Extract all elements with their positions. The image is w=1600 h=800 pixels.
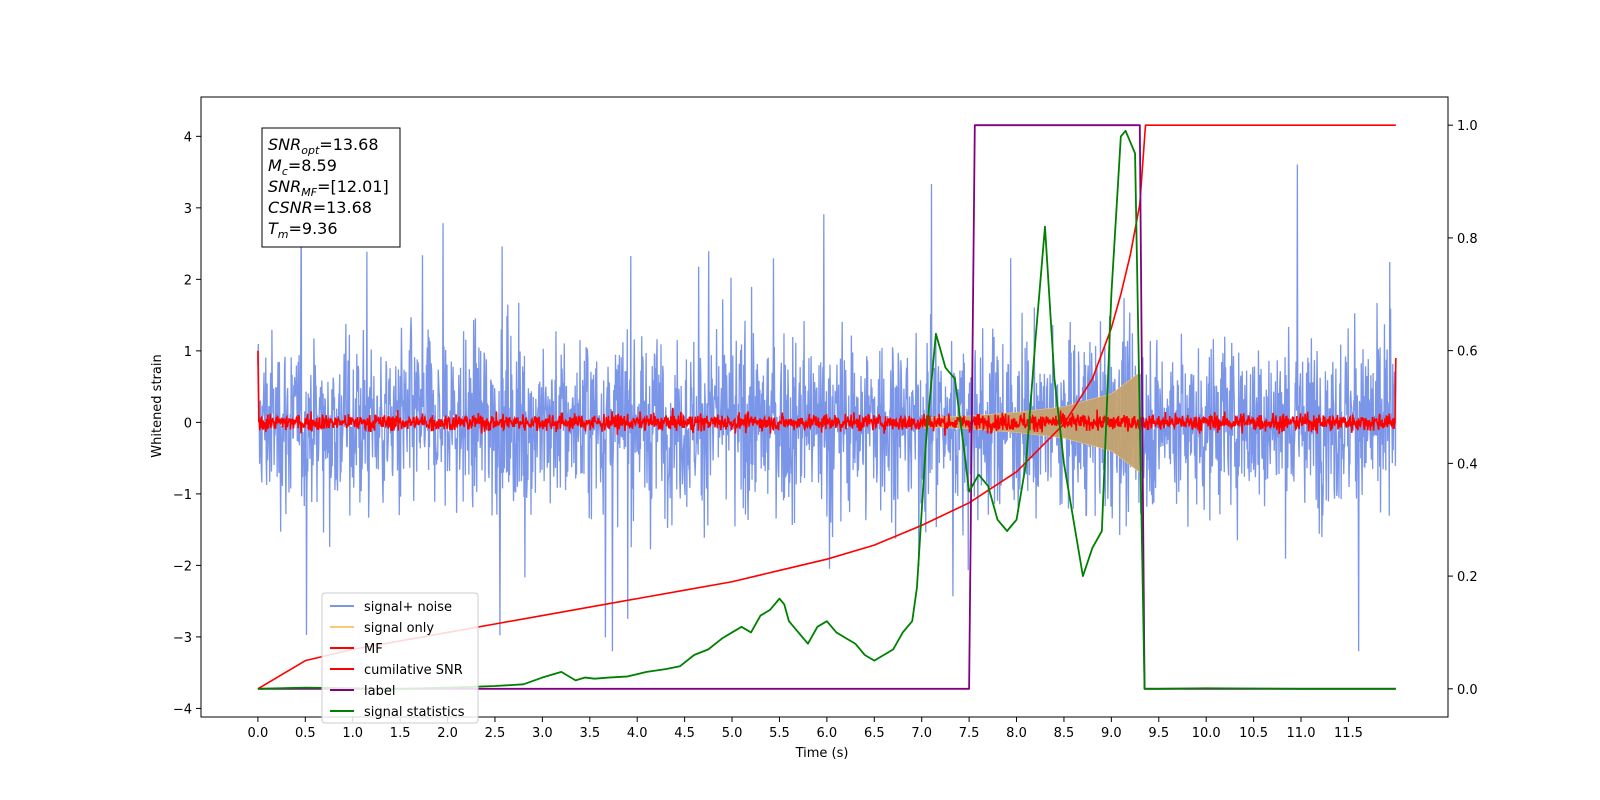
y-axis-right: 0.0 0.2 0.4 0.6 0.8 1.0 — [1448, 119, 1478, 698]
annotation-symbol: T — [268, 219, 279, 238]
annotation-value: =13.68 — [313, 198, 372, 217]
y-right-tick-label: 1.0 — [1457, 119, 1478, 134]
annotation-line: Tm=9.36 — [268, 219, 338, 241]
legend-label: label — [364, 684, 395, 699]
x-tick-label: 10.0 — [1192, 726, 1221, 741]
annotation-line: SNRopt=13.68 — [268, 135, 379, 157]
annotation-value: =13.68 — [319, 135, 378, 154]
x-tick-label: 6.0 — [817, 726, 838, 741]
plot-area — [257, 124, 1397, 690]
annotation-value: =9.36 — [289, 219, 338, 238]
annotation-symbol: M — [268, 156, 282, 175]
x-tick-label: 5.5 — [769, 726, 790, 741]
annotation-subscript: m — [278, 228, 289, 241]
y-right-tick-label: 0.8 — [1457, 232, 1478, 247]
x-tick-label: 9.5 — [1148, 726, 1169, 741]
legend: signal+ noise signal only MF cumilative SNR… — [321, 592, 479, 724]
y-left-tick-label: −3 — [173, 631, 192, 646]
x-tick-label: 7.5 — [959, 726, 980, 741]
x-tick-label: 10.5 — [1239, 726, 1268, 741]
x-tick-label: 11.0 — [1287, 726, 1316, 741]
annotation-symbol: SNR — [268, 177, 301, 196]
y-axis-label: Whitened strain — [150, 354, 165, 457]
annotation-symbol: CSNR — [268, 198, 313, 217]
y-right-tick-label: 0.6 — [1457, 345, 1478, 360]
series-signal-noise — [257, 164, 1397, 652]
y-left-tick-label: 3 — [184, 202, 192, 217]
legend-label: signal statistics — [364, 705, 465, 720]
x-tick-label: 8.5 — [1054, 726, 1075, 741]
y-right-tick-label: 0.2 — [1457, 570, 1478, 585]
annotation-subscript: MF — [301, 186, 317, 199]
annotation-symbol: SNR — [268, 135, 301, 154]
legend-label: signal+ noise — [364, 600, 452, 615]
x-tick-label: 8.0 — [1006, 726, 1027, 741]
y-axis-left: −4 −3 −2 −1 0 1 2 3 4 — [173, 130, 201, 717]
x-tick-label: 0.0 — [248, 726, 269, 741]
signal-statistics-line — [257, 129, 1396, 690]
x-axis-label: Time (s) — [795, 746, 849, 761]
annotation-subscript: c — [282, 165, 288, 178]
x-tick-label: 0.5 — [295, 726, 316, 741]
x-tick-label: 3.5 — [579, 726, 600, 741]
x-tick-label: 1.5 — [390, 726, 411, 741]
x-tick-label: 4.0 — [627, 726, 648, 741]
legend-label: signal only — [364, 621, 434, 636]
x-axis: 0.0 0.5 1.0 1.5 2.0 2.5 3.0 3.5 4.0 4.5 5.0 5.5 6.0 6… — [248, 717, 1363, 741]
x-tick-label: 6.5 — [864, 726, 885, 741]
y-left-tick-label: 2 — [184, 273, 192, 288]
x-tick-label: 4.5 — [674, 726, 695, 741]
series-signal-statistics — [257, 129, 1396, 690]
y-left-tick-label: −2 — [173, 559, 192, 574]
y-left-tick-label: −4 — [173, 702, 192, 717]
y-left-tick-label: 4 — [184, 130, 192, 145]
annotation-line: CSNR=13.68 — [268, 198, 372, 217]
annotation-value: =8.59 — [288, 156, 337, 175]
y-right-tick-label: 0.0 — [1457, 683, 1478, 698]
signal-noise-line — [257, 164, 1397, 652]
x-tick-label: 2.5 — [485, 726, 506, 741]
series-mf — [257, 350, 1397, 436]
annotation-subscript: opt — [301, 144, 320, 157]
x-tick-label: 7.0 — [911, 726, 932, 741]
x-tick-label: 5.0 — [722, 726, 743, 741]
annotation-line: Mc=8.59 — [268, 156, 337, 178]
legend-label: MF — [364, 642, 383, 657]
x-tick-label: 11.5 — [1334, 726, 1363, 741]
y-right-tick-label: 0.4 — [1457, 457, 1478, 472]
y-left-tick-label: 0 — [184, 416, 192, 431]
annotation-value: =[12.01] — [317, 177, 389, 196]
plot-frame — [200, 96, 1449, 718]
x-tick-label: 2.0 — [437, 726, 458, 741]
mf-line — [257, 350, 1397, 436]
metrics-annotation-box: SNRopt=13.68Mc=8.59SNRMF=[12.01]CSNR=13.… — [261, 127, 401, 248]
x-tick-label: 9.0 — [1101, 726, 1122, 741]
annotation-line: SNRMF=[12.01] — [268, 177, 389, 199]
y-left-tick-label: −1 — [173, 488, 192, 503]
x-tick-label: 1.0 — [342, 726, 363, 741]
y-left-tick-label: 1 — [184, 345, 192, 360]
legend-label: cumilative SNR — [364, 663, 463, 678]
x-tick-label: 3.0 — [532, 726, 553, 741]
